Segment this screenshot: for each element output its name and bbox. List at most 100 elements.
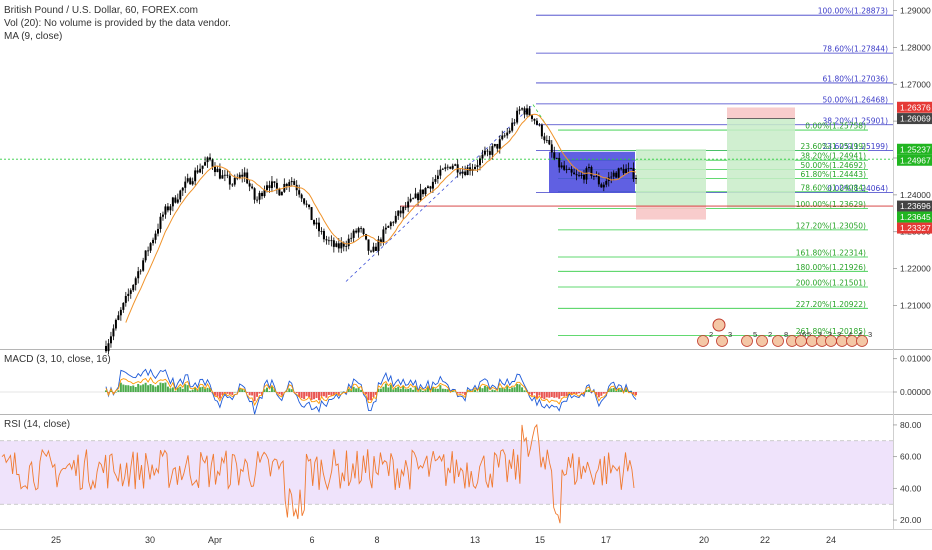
candle-body (300, 194, 303, 199)
macd-histogram-bar (407, 388, 410, 392)
candle-body (352, 230, 355, 238)
macd-histogram-bar (434, 388, 437, 392)
candle-body (256, 199, 259, 201)
candle-body (469, 167, 472, 171)
candle-body (439, 169, 442, 176)
macd-y-tick-label: 0.00000 (900, 387, 931, 397)
macd-histogram-bar (243, 390, 246, 392)
candle-body (122, 302, 125, 310)
rsi-y-tick-label: 20.00 (900, 515, 922, 525)
macd-histogram-bar (119, 382, 122, 392)
macd-histogram-bar (157, 385, 160, 392)
candle-body (114, 319, 117, 329)
candle-body (434, 179, 437, 182)
candle-body (478, 158, 481, 166)
macd-histogram-bar (501, 387, 504, 392)
macd-histogram-bar (186, 385, 189, 392)
event-flag-icon (836, 335, 848, 347)
macd-histogram-bar (486, 386, 489, 392)
macd-histogram-bar (132, 385, 135, 392)
macd-histogram-bar (503, 388, 506, 392)
time-axis[interactable]: 25 30 Apr 6 8 13 15 17 20 22 24 (51, 535, 836, 545)
candle-body (246, 172, 249, 184)
candle-body (144, 250, 147, 261)
macd-histogram-bar (122, 384, 125, 392)
event-flag-icon (697, 335, 709, 347)
macd-histogram-bar (218, 392, 221, 399)
macd-histogram-bar (298, 392, 301, 397)
macd-histogram-bar (459, 392, 462, 394)
candle-body (243, 172, 246, 177)
candle-body (429, 186, 432, 189)
candle-body (320, 231, 323, 232)
macd-histogram-bar (194, 387, 197, 392)
candle-body (355, 230, 358, 233)
event-flag-icon (741, 335, 753, 347)
price-axis[interactable]: 1.290001.280001.270001.260001.250001.240… (893, 6, 932, 526)
candle-body (379, 239, 382, 243)
macd-histogram-bar (464, 392, 467, 396)
macd-histogram-bar (320, 392, 323, 397)
candle-body (211, 159, 214, 167)
rsi-line (1, 423, 635, 524)
candle-body (231, 184, 234, 186)
price-tag-label: 1.26069 (900, 114, 931, 124)
candle-body (496, 144, 499, 149)
trendline (345, 104, 534, 282)
event-flag-icon (806, 335, 818, 347)
rsi-pane[interactable] (0, 423, 893, 524)
macd-histogram-bar (570, 392, 573, 395)
event-count-label: 3 (868, 330, 872, 339)
candle-body (308, 204, 311, 208)
macd-histogram-bar (181, 388, 184, 392)
macd-histogram-bar (538, 392, 541, 396)
candle-body (275, 182, 278, 189)
candle-body (441, 168, 444, 170)
macd-histogram-bar (147, 385, 150, 392)
macd-histogram-bar (117, 390, 120, 392)
macd-histogram-bar (585, 390, 588, 392)
price-tag (897, 200, 932, 212)
candle-body (404, 206, 407, 208)
macd-histogram-bar (513, 387, 516, 392)
candle-body (201, 165, 204, 169)
x-tick-label: 6 (309, 535, 314, 545)
fib-extension-label: 161.80%(1.22314) (796, 249, 866, 258)
macd-histogram-bar (491, 389, 494, 392)
macd-histogram-bar (370, 392, 372, 401)
macd-histogram-bar (414, 386, 417, 392)
x-tick-label: 13 (470, 535, 480, 545)
macd-histogram-bar (290, 389, 293, 392)
macd-histogram-bar (575, 392, 578, 395)
candle-body (107, 343, 110, 352)
macd-histogram-bar (521, 387, 524, 392)
candle-body (129, 290, 132, 294)
macd-histogram-bar (456, 392, 459, 394)
macd-histogram-bar (560, 392, 563, 397)
macd-histogram-bar (409, 387, 412, 392)
macd-histogram-bar (265, 387, 268, 392)
macd-histogram-bar (228, 392, 231, 395)
candle-body (528, 108, 531, 116)
candle-body (454, 164, 457, 166)
event-flag-icon (716, 335, 728, 347)
macd-histogram-bar (256, 392, 259, 397)
x-tick-label: 17 (601, 535, 611, 545)
macd-histogram-bar (179, 386, 182, 392)
candle-body (521, 108, 524, 110)
candle-body (543, 136, 546, 141)
macd-histogram-bar (139, 385, 142, 392)
y-tick-label: 1.28000 (900, 42, 931, 52)
macd-histogram-bar (161, 383, 164, 392)
macd-histogram-bar (553, 392, 556, 398)
price-pane[interactable]: 100.00%(1.28873) 78.60%(1.27844) 61.80%(1.… (0, 7, 893, 355)
macd-pane[interactable] (0, 368, 893, 415)
candle-body (555, 157, 558, 159)
candle-body (459, 172, 462, 174)
candle-body (258, 192, 261, 200)
candle-body (625, 168, 628, 174)
macd-histogram-bar (476, 391, 479, 393)
candle-body (615, 172, 618, 178)
macd-histogram-bar (600, 392, 603, 396)
